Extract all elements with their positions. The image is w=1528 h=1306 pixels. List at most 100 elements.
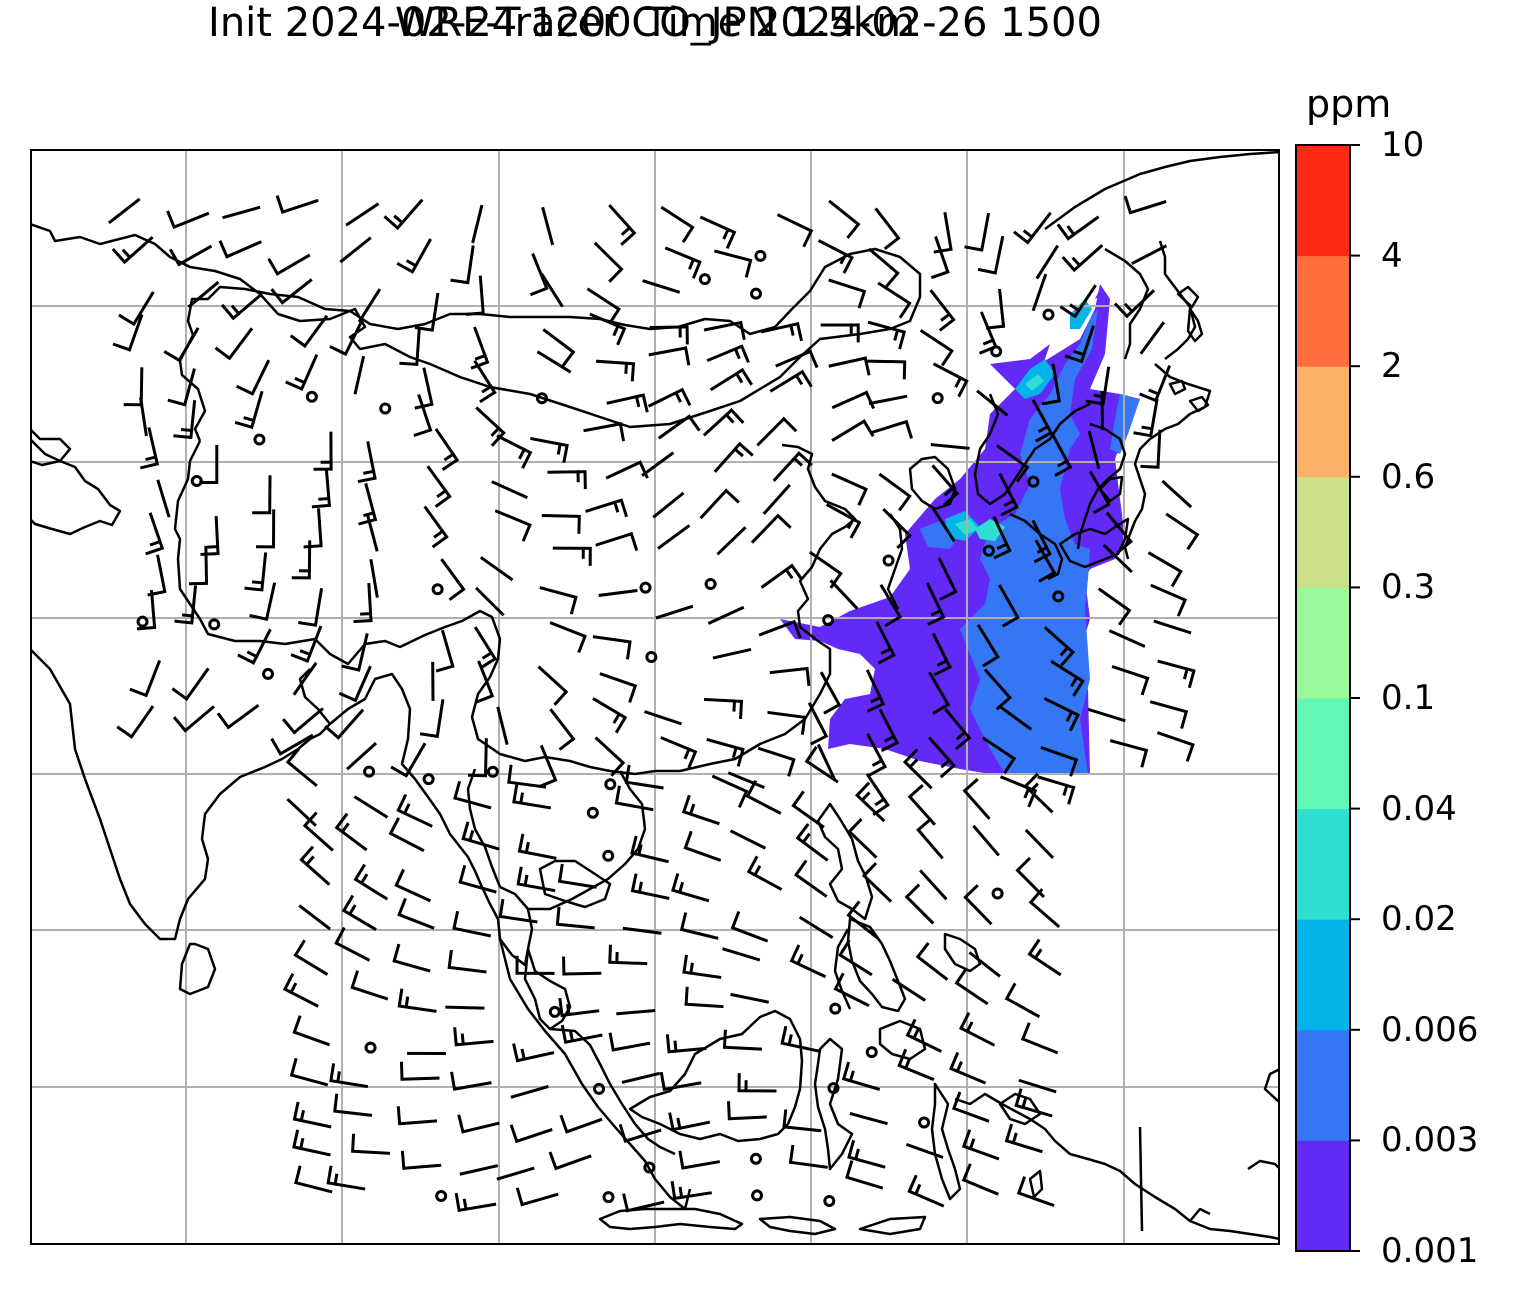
wind-barb	[1034, 539, 1057, 583]
wind-barb	[931, 632, 952, 677]
wind-barb	[817, 239, 854, 274]
title-line-2: Init 2024-02-24 1200 Time 2024-02-26 150…	[208, 0, 1102, 46]
coastline	[30, 428, 72, 467]
wind-barb	[353, 355, 366, 395]
wind-barb	[458, 864, 497, 894]
wind-barb	[419, 699, 445, 739]
colorbar-segment	[1296, 476, 1350, 588]
wind-barb	[282, 972, 319, 1008]
wind-barb	[1040, 745, 1079, 777]
wind-barb	[1089, 470, 1111, 515]
coastline	[1123, 363, 1212, 560]
wind-barb	[583, 422, 626, 442]
wind-barb	[608, 944, 648, 966]
wind-barb	[339, 236, 372, 264]
wind-barb	[167, 368, 196, 407]
wind-barb	[173, 400, 197, 440]
wind-barb	[958, 1011, 996, 1047]
calm-wind-circle	[698, 273, 711, 286]
wind-barb	[549, 621, 587, 654]
coastline	[1176, 285, 1200, 309]
wind-barb	[647, 387, 692, 408]
calm-wind-circle	[364, 1041, 377, 1054]
coastline	[858, 1215, 927, 1236]
wind-barb	[707, 605, 745, 625]
coastline	[1189, 1207, 1211, 1222]
wind-barb	[423, 505, 449, 549]
wind-barb	[465, 275, 485, 316]
wind-barb	[1108, 629, 1146, 648]
wind-barb	[1105, 511, 1134, 554]
wind-barb	[681, 794, 720, 826]
wind-barb	[1153, 619, 1192, 635]
wind-barb	[289, 1057, 329, 1087]
wind-barb	[703, 697, 744, 719]
wind-barb	[608, 204, 637, 246]
wind-barb	[655, 604, 694, 620]
wind-barb	[838, 939, 873, 977]
wind-barb	[453, 1027, 494, 1047]
coastline	[943, 932, 982, 973]
coastline	[178, 942, 217, 996]
wind-barb	[758, 619, 802, 639]
coastlines	[30, 150, 1280, 1241]
calm-wind-circle	[827, 1082, 840, 1095]
coastline	[523, 947, 572, 1031]
wind-barb	[459, 1164, 499, 1176]
wind-barb	[346, 741, 378, 771]
wind-barb	[897, 1048, 935, 1082]
wind-barb	[116, 705, 155, 739]
wind-barb	[171, 667, 210, 701]
wind-barb	[877, 281, 912, 319]
wind-barb	[435, 629, 455, 673]
colorbar-tick-label: 0.001	[1381, 1231, 1479, 1271]
wind-barb	[471, 204, 484, 244]
wind-barb	[968, 951, 1001, 978]
colorbar-segment	[1296, 366, 1350, 478]
wind-barb	[878, 472, 912, 512]
wind-barb	[819, 671, 842, 715]
wind-barb	[1109, 739, 1149, 768]
wind-barb	[606, 393, 649, 413]
coastline	[1058, 517, 1130, 569]
wind-barb	[608, 1032, 651, 1052]
wind-barb	[1037, 775, 1076, 805]
wind-barb	[831, 390, 875, 410]
coastline	[1138, 1126, 1144, 1232]
coastline	[1028, 1169, 1044, 1199]
wind-barb	[166, 210, 210, 230]
wind-barb	[111, 235, 154, 265]
wind-barb	[541, 206, 555, 246]
coastline	[1168, 379, 1187, 396]
wind-barb	[964, 212, 991, 252]
calm-wind-circle	[262, 667, 275, 680]
wind-barb	[962, 777, 991, 820]
wind-barb	[652, 491, 685, 519]
wind-barb	[930, 235, 950, 280]
calm-wind-circle	[882, 554, 895, 567]
colorbar-tick-label: 10	[1381, 125, 1425, 165]
wind-barb	[820, 323, 860, 343]
wind-barb	[868, 247, 900, 288]
wind-barb	[139, 397, 148, 437]
wind-barb	[684, 986, 724, 1009]
plume-region	[990, 344, 1050, 389]
wind-barb	[338, 665, 372, 703]
wind-barb	[954, 967, 989, 1006]
wind-barb	[713, 441, 754, 473]
wind-barb	[270, 733, 314, 756]
wind-barb	[682, 954, 722, 979]
wind-barb	[854, 781, 886, 823]
wind-barb	[789, 944, 827, 979]
wind-barb	[594, 736, 626, 777]
wind-barb	[297, 587, 324, 627]
wind-barb	[593, 241, 624, 283]
wind-barb	[1064, 325, 1095, 364]
calm-wind-circle	[190, 474, 203, 487]
wind-barb	[392, 943, 431, 973]
calm-wind-circle	[208, 618, 221, 631]
wind-barb	[1140, 429, 1162, 469]
wind-barb	[454, 1192, 497, 1213]
wind-barb	[807, 702, 829, 746]
colorbar-tick-label: 0.003	[1381, 1120, 1479, 1161]
